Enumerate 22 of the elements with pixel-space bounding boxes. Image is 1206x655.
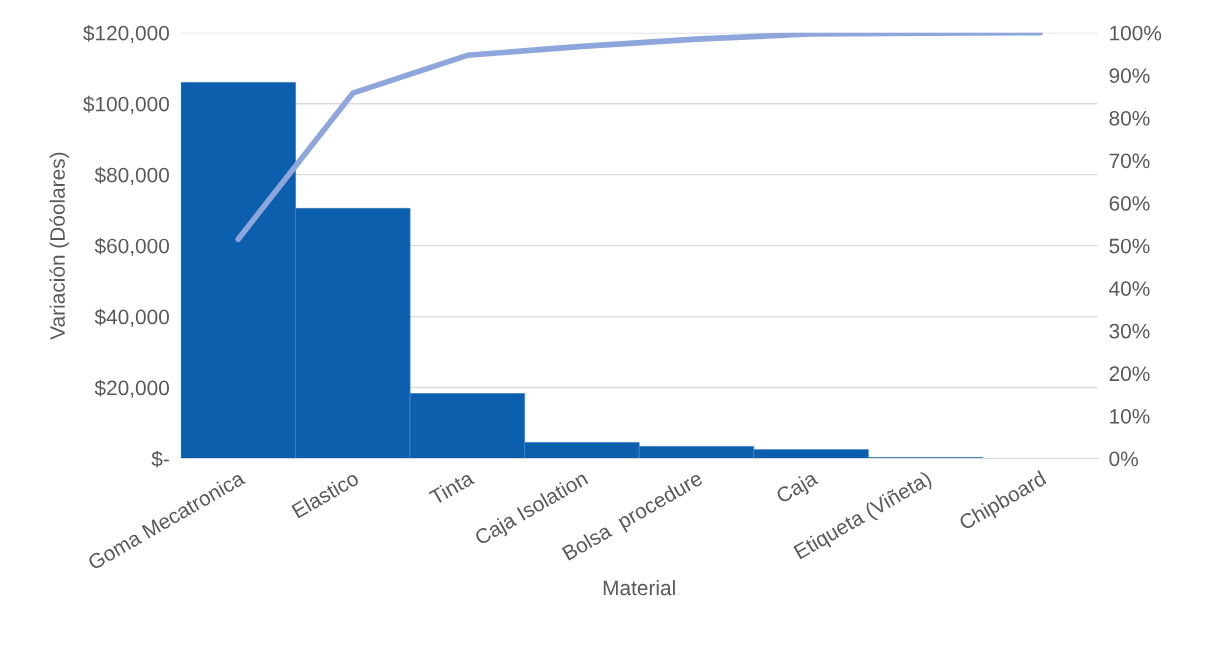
y-tick-label: $80,000 [94, 166, 169, 185]
y-tick-label: $100,000 [83, 95, 169, 114]
y-tick-label: $- [151, 450, 169, 468]
y2-tick-label: 60% [1109, 196, 1150, 211]
y2-tick-label: 20% [1109, 366, 1150, 382]
x-axis-title: Material [603, 579, 675, 596]
y2-tick-label: 0% [1109, 451, 1138, 467]
y-tick-label: $20,000 [94, 379, 169, 398]
y-tick-label: $60,000 [94, 237, 169, 256]
y2-tick-label: 40% [1109, 281, 1150, 296]
y2-tick-label: 100% [1110, 25, 1162, 41]
y-tick-label: $120,000 [83, 24, 169, 43]
y-axis-title: Variación (Dóolares) [49, 152, 70, 340]
y2-tick-label: 30% [1109, 323, 1150, 339]
y2-tick-label: 80% [1109, 110, 1150, 126]
y2-tick-label: 10% [1110, 408, 1150, 424]
y2-tick-label: 70% [1109, 153, 1150, 169]
y2-tick-label: 50% [1109, 238, 1150, 254]
x-tick-label: Tinta [428, 469, 475, 506]
x-tick-label: Caja [774, 469, 821, 508]
y2-tick-label: 90% [1109, 68, 1150, 84]
y-tick-label: $40,000 [94, 308, 169, 327]
